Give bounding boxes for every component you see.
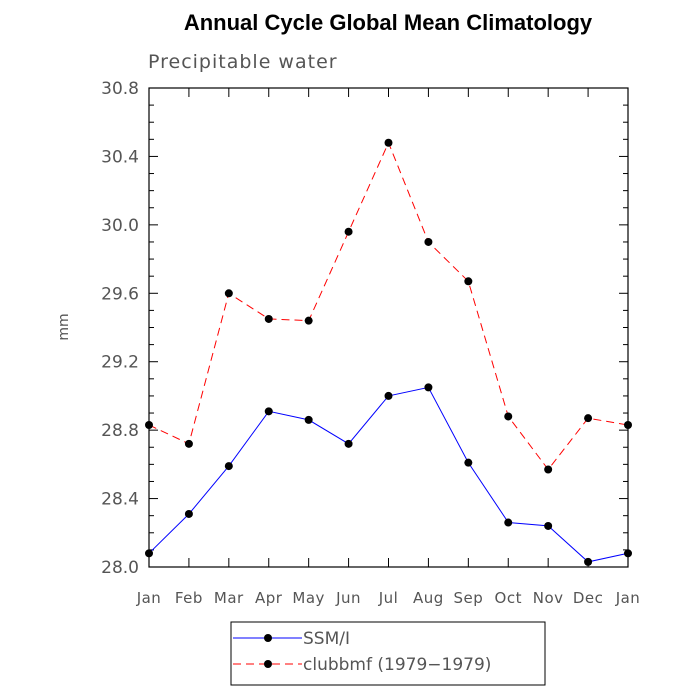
data-point [424,237,433,246]
y-tick-label: 28.8 [101,421,139,441]
y-tick-label: 30.8 [101,79,139,99]
x-tick-label: Apr [255,589,283,607]
x-tick-label: Nov [533,589,564,607]
data-point [264,407,273,416]
data-point [504,518,513,527]
data-point [224,289,233,298]
data-point [464,277,473,286]
plot-frame [148,87,629,568]
data-point [344,227,353,236]
series-line [148,386,629,563]
legend-label-clubbmf: clubbmf (1979−1979) [303,655,491,675]
data-point [264,314,273,323]
data-point [184,439,193,448]
y-tick-label: 29.2 [101,353,139,373]
data-point [384,391,393,400]
series-line [148,141,629,471]
data-point [624,421,632,430]
y-tick-label: 30.4 [101,147,139,167]
data-point [145,421,153,430]
data-point [344,439,353,448]
data-point [544,465,553,474]
series-0 [145,383,632,566]
data-point [304,316,313,325]
data-point [384,138,393,147]
x-tick-label: May [292,589,325,607]
x-tick-label: Feb [175,589,203,607]
y-tick-label: 28.4 [101,490,139,510]
x-tick-label: Sep [453,589,483,607]
series-layer [145,138,632,566]
data-point [424,383,433,392]
chart-title: Annual Cycle Global Mean Climatology [184,10,593,35]
data-point [624,549,632,558]
x-tick-label: Jul [378,589,399,607]
legend-label-ssmi: SSM/I [303,629,350,649]
series-1 [145,138,632,474]
data-point [145,549,153,558]
x-tick-label: Aug [413,589,444,607]
y-axis-label: mm [56,313,72,340]
data-point [504,412,513,421]
x-tick-label: Jun [335,589,361,607]
x-tick-label: Dec [573,589,604,607]
data-point [224,462,233,471]
y-tick-label: 29.6 [101,284,139,304]
y-tick-label: 30.0 [101,216,139,236]
legend-box [230,621,546,686]
legend-marker-ssmi [264,634,272,642]
data-point [184,509,193,518]
data-point [304,415,313,424]
chart-subtitle: Precipitable water [148,51,338,73]
axes: 28.0 28.4 28.8 29.2 29.6 30.0 30.4 30.8 Jan Feb Ma… [101,79,640,607]
data-point [464,458,473,467]
data-point [584,414,593,423]
x-tick-label: Mar [214,589,244,607]
x-tick-label: Oct [495,589,522,607]
legend-marker-clubbmf [264,660,272,668]
y-tick-label: 28.0 [101,558,139,578]
x-tick-label: Jan [136,589,162,607]
x-tick-label: Jan [615,589,641,607]
data-point [544,521,553,530]
data-point [584,557,593,566]
legend: SSM/I clubbmf (1979−1979) [230,621,546,686]
